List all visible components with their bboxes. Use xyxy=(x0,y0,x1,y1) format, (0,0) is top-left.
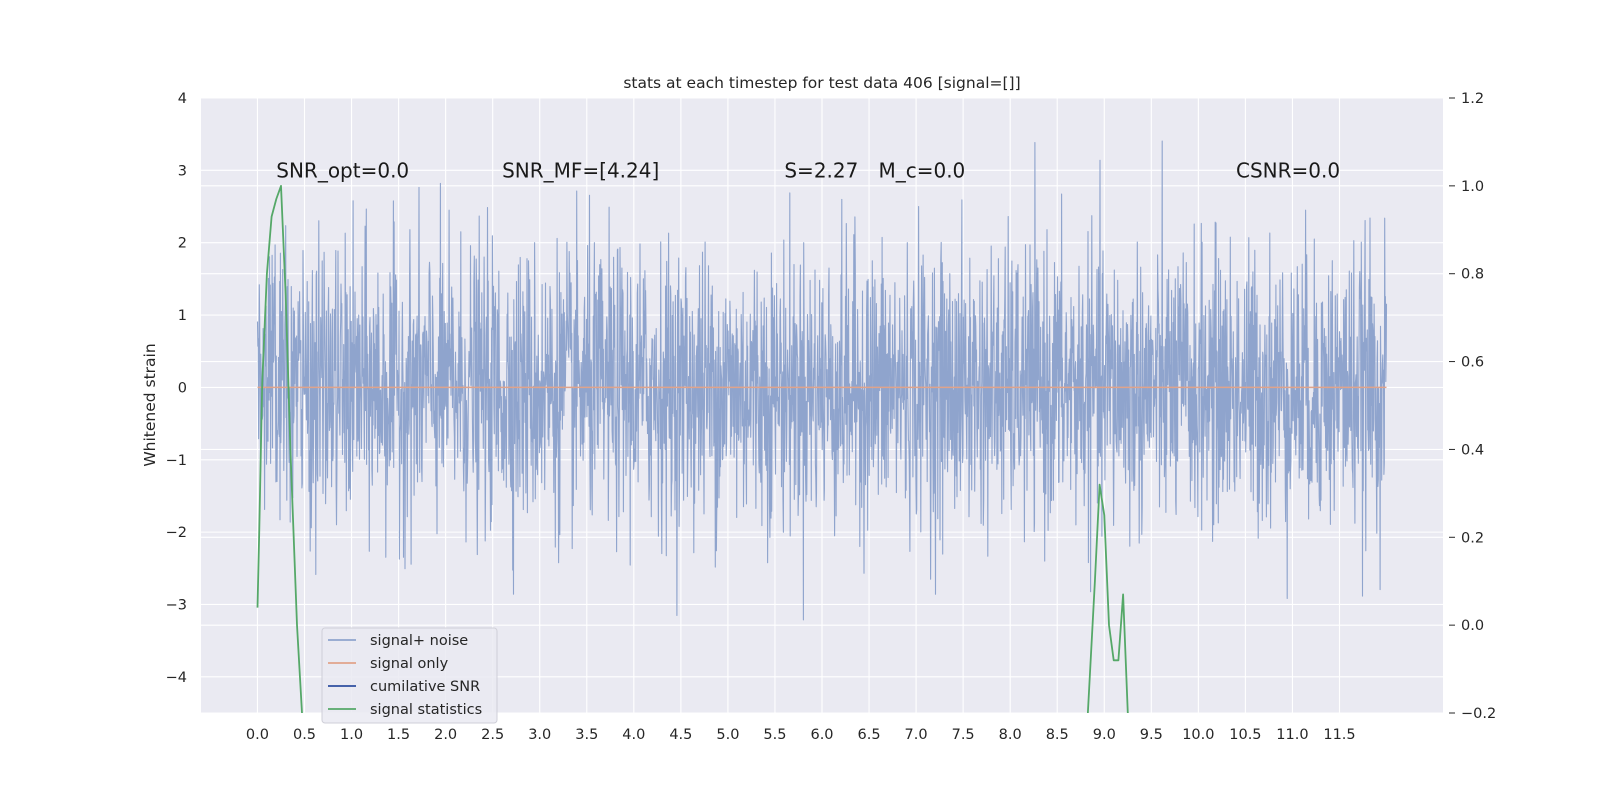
x-tick-label: 1.0 xyxy=(340,727,363,743)
x-tick-label: 2.5 xyxy=(481,727,504,743)
annotation-text: S=2.27 xyxy=(784,159,858,183)
y2-tick-label: 1.2 xyxy=(1461,91,1484,107)
y2-tick-label: 0.0 xyxy=(1461,618,1484,634)
x-tick-label: 5.5 xyxy=(763,727,786,743)
y2-tick-label: 1.0 xyxy=(1461,179,1484,195)
x-tick-label: 10.0 xyxy=(1182,727,1214,743)
y2-tick-label: 0.2 xyxy=(1461,530,1484,546)
y-axis-label: Whitened strain xyxy=(141,343,159,466)
x-tick-label: 0.5 xyxy=(293,727,316,743)
y2-tick-label: 0.6 xyxy=(1461,355,1484,371)
x-tick-label: 8.5 xyxy=(1046,727,1069,743)
y2-tick-label: 0.8 xyxy=(1461,267,1484,283)
chart-title: stats at each timestep for test data 406… xyxy=(623,74,1020,92)
x-tick-label: 10.5 xyxy=(1229,727,1261,743)
legend-label: signal only xyxy=(370,656,449,672)
x-tick-label: 3.5 xyxy=(575,727,598,743)
x-tick-label: 4.5 xyxy=(669,727,692,743)
x-tick-label: 9.5 xyxy=(1140,727,1163,743)
x-tick-label: 9.0 xyxy=(1093,727,1116,743)
y-tick-label: −4 xyxy=(166,670,187,686)
annotation-text: CSNR=0.0 xyxy=(1236,159,1340,183)
y-tick-label: −3 xyxy=(166,597,187,613)
y-tick-label: 0 xyxy=(178,380,187,396)
legend-label: cumilative SNR xyxy=(370,679,480,695)
y2-tick-label: 0.4 xyxy=(1461,442,1484,458)
x-tick-label: 11.5 xyxy=(1323,727,1355,743)
x-tick-label: 8.0 xyxy=(999,727,1022,743)
y-tick-label: 2 xyxy=(178,236,187,252)
y2-tick-label: −0.2 xyxy=(1461,706,1496,722)
x-tick-label: 6.5 xyxy=(858,727,881,743)
x-tick-label: 3.0 xyxy=(528,727,551,743)
x-tick-label: 1.5 xyxy=(387,727,410,743)
x-tick-label: 2.0 xyxy=(434,727,457,743)
legend-label: signal statistics xyxy=(370,702,482,718)
x-tick-label: 4.0 xyxy=(622,727,645,743)
annotation-text: SNR_opt=0.0 xyxy=(276,159,409,183)
x-tick-label: 5.0 xyxy=(716,727,739,743)
x-tick-label: 7.0 xyxy=(905,727,928,743)
x-tick-label: 0.0 xyxy=(246,727,269,743)
y-tick-label: 4 xyxy=(178,91,187,107)
annotation-text: SNR_MF=[4.24] xyxy=(502,159,659,183)
x-tick-label: 11.0 xyxy=(1276,727,1308,743)
y-tick-label: 1 xyxy=(178,308,187,324)
x-tick-label: 7.5 xyxy=(952,727,975,743)
y-tick-label: 3 xyxy=(178,163,187,179)
legend-label: signal+ noise xyxy=(370,633,468,649)
y-tick-label: −2 xyxy=(166,525,187,541)
y-tick-label: −1 xyxy=(166,453,187,469)
legend: signal+ noise signal only cumilative SNR si… xyxy=(322,628,497,723)
x-tick-label: 6.0 xyxy=(810,727,833,743)
annotation-text: M_c=0.0 xyxy=(878,159,965,183)
